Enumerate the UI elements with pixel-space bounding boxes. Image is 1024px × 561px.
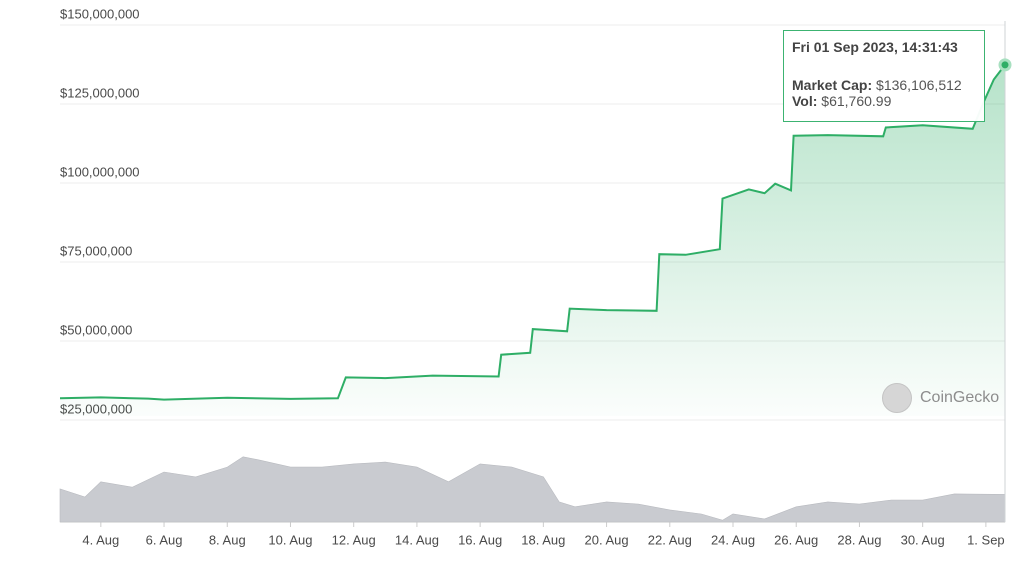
x-tick-label: 12. Aug [332,532,376,547]
x-tick-label: 16. Aug [458,532,502,547]
x-tick-label: 10. Aug [268,532,312,547]
x-tick-label: 30. Aug [901,532,945,547]
y-tick-label: $50,000,000 [60,322,132,337]
x-tick-label: 26. Aug [774,532,818,547]
tooltip-label: Vol: [792,93,818,109]
tooltip-value: $136,106,512 [876,77,962,93]
x-tick-label: 14. Aug [395,532,439,547]
watermark: CoinGecko [882,383,999,413]
tooltip-value: $61,760.99 [821,93,892,109]
x-tick-label: 20. Aug [585,532,629,547]
x-tick-label: 1. Sep [967,532,1005,547]
tooltip: Fri 01 Sep 2023, 14:31:43 Market Cap: $1… [783,30,985,122]
y-tick-label: $150,000,000 [60,6,140,21]
x-tick-label: 22. Aug [648,532,692,547]
area-fill [60,64,1005,417]
tooltip-row: Market Cap: $136,106,512 [792,77,976,93]
x-tick-label: 6. Aug [146,532,183,547]
y-tick-label: $100,000,000 [60,164,140,179]
watermark-logo [882,383,912,413]
x-tick-label: 28. Aug [837,532,881,547]
line [59,64,1006,401]
volume-area [59,456,1006,523]
x-tick-label: 24. Aug [711,532,755,547]
x-tick-label: 4. Aug [82,532,119,547]
x-tick-label: 18. Aug [521,532,565,547]
tooltip-label: Market Cap: [792,77,873,93]
tooltip-title: Fri 01 Sep 2023, 14:31:43 [792,39,958,55]
y-tick-label: $75,000,000 [60,243,132,258]
x-tick-label: 8. Aug [209,532,246,547]
y-tick-label: $125,000,000 [60,85,140,100]
tooltip-row: Vol: $61,760.99 [792,93,976,109]
hover-point [998,58,1012,72]
watermark-text: CoinGecko [920,389,1000,406]
